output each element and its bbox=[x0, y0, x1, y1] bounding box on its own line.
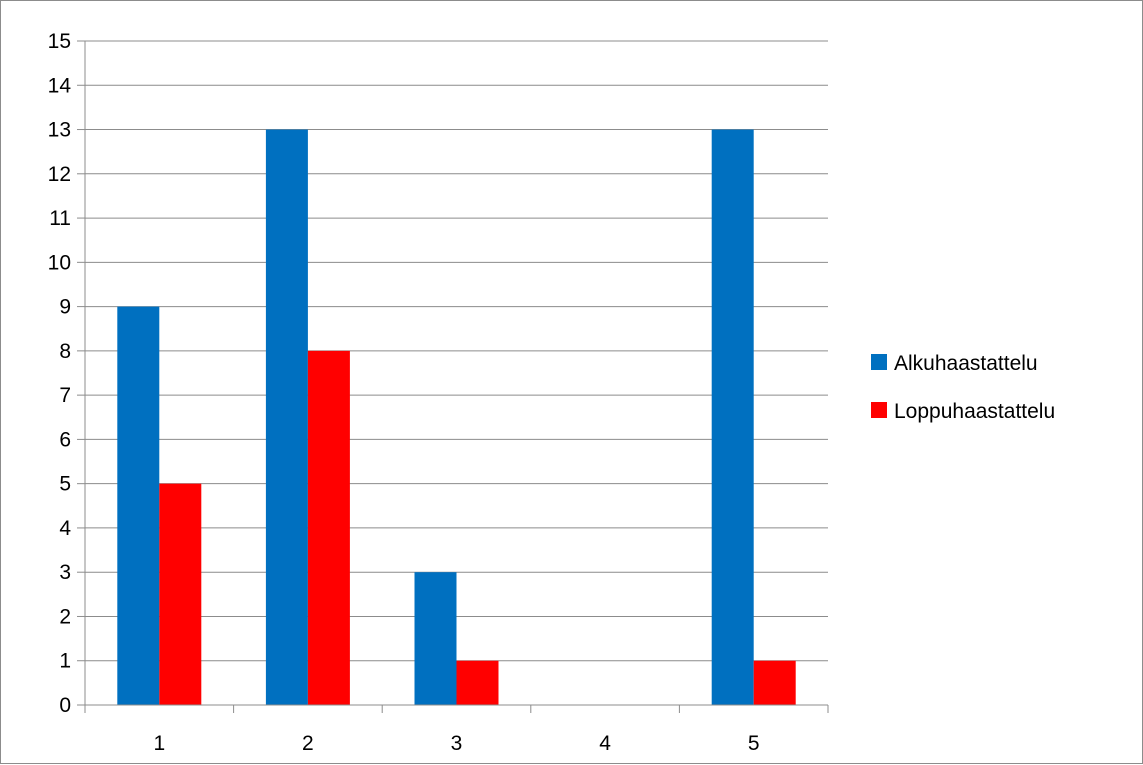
bar-alkuhaastattelu-1 bbox=[117, 306, 160, 705]
gridlines bbox=[85, 40, 828, 662]
y-tick-label: 13 bbox=[48, 119, 71, 142]
x-tick-labels: 1 2 3 4 5 bbox=[153, 732, 759, 755]
x-tick-label: 3 bbox=[451, 732, 463, 755]
y-tick-label: 4 bbox=[59, 517, 71, 540]
bar-loppuhaastattelu-2 bbox=[307, 350, 350, 705]
legend-label: Loppuhaastattelu bbox=[894, 400, 1055, 423]
bar-loppuhaastattelu-1 bbox=[159, 483, 202, 705]
x-tick-label: 1 bbox=[153, 732, 165, 755]
bar-alkuhaastattelu-2 bbox=[265, 129, 308, 706]
bar-alkuhaastattelu-5 bbox=[711, 129, 754, 706]
y-tick-label: 3 bbox=[59, 561, 71, 584]
y-tick-label: 1 bbox=[59, 650, 71, 673]
bar-loppuhaastattelu-3 bbox=[456, 660, 499, 705]
y-tick-label: 12 bbox=[48, 163, 71, 186]
y-tick-label: 15 bbox=[48, 30, 71, 53]
y-tick-label: 5 bbox=[59, 473, 71, 496]
axes bbox=[77, 40, 829, 713]
x-tick-label: 5 bbox=[748, 732, 760, 755]
bar-loppuhaastattelu-5 bbox=[753, 660, 796, 705]
legend-swatch bbox=[871, 402, 887, 418]
y-tick-label: 9 bbox=[59, 296, 71, 319]
bars bbox=[117, 129, 796, 706]
y-tick-label: 0 bbox=[59, 694, 71, 717]
legend-label: Alkuhaastattelu bbox=[894, 352, 1038, 375]
y-tick-label: 10 bbox=[48, 251, 71, 274]
y-tick-label: 7 bbox=[59, 384, 71, 407]
y-tick-label: 6 bbox=[59, 428, 71, 451]
y-tick-label: 8 bbox=[59, 340, 71, 363]
legend: Alkuhaastattelu Loppuhaastattelu bbox=[871, 352, 1055, 423]
x-tick-label: 2 bbox=[302, 732, 314, 755]
legend-swatch bbox=[871, 354, 887, 370]
x-tick-label: 4 bbox=[599, 732, 611, 755]
y-tick-label: 14 bbox=[48, 74, 72, 97]
y-tick-label: 2 bbox=[59, 605, 71, 628]
bar-alkuhaastattelu-3 bbox=[414, 572, 457, 705]
y-tick-label: 11 bbox=[49, 207, 71, 230]
